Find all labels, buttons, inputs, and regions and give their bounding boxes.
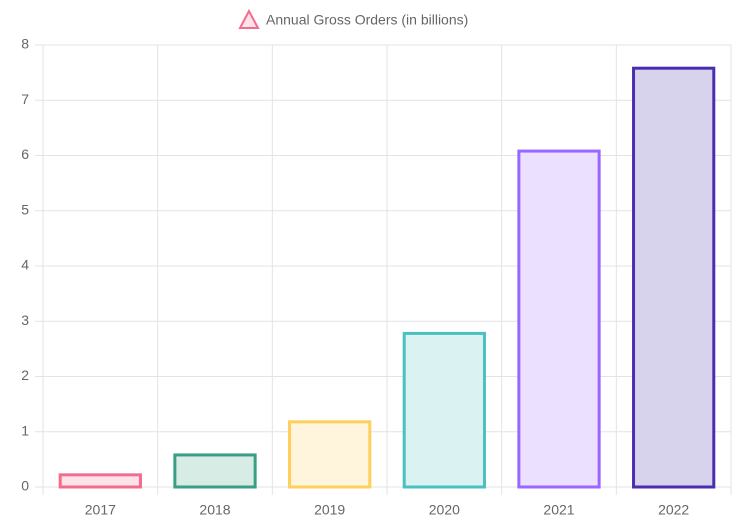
- x-tick-label: 2017: [85, 502, 116, 518]
- y-tick-label: 0: [21, 478, 29, 494]
- bar: [632, 66, 716, 489]
- y-tick-label: 3: [21, 312, 29, 328]
- x-tick-label: 2018: [199, 502, 230, 518]
- x-tick-label: 2020: [429, 502, 460, 518]
- x-tick-label: 2021: [543, 502, 574, 518]
- legend-label: Annual Gross Orders (in billions): [266, 12, 468, 28]
- y-tick-label: 7: [21, 91, 29, 107]
- bar: [58, 473, 142, 489]
- y-tick-label: 6: [21, 146, 29, 162]
- y-tick-label: 5: [21, 201, 29, 217]
- x-tick-label: 2019: [314, 502, 345, 518]
- legend-icon: [238, 8, 260, 29]
- bar: [288, 420, 372, 489]
- y-tick-label: 4: [21, 257, 29, 273]
- bar: [173, 453, 257, 489]
- bar: [402, 331, 486, 489]
- bar: [517, 149, 601, 489]
- x-tick-label: 2022: [658, 502, 689, 518]
- legend[interactable]: Annual Gross Orders (in billions): [238, 8, 468, 29]
- y-tick-label: 8: [21, 36, 29, 52]
- y-tick-label: 1: [21, 422, 29, 438]
- y-tick-label: 2: [21, 367, 29, 383]
